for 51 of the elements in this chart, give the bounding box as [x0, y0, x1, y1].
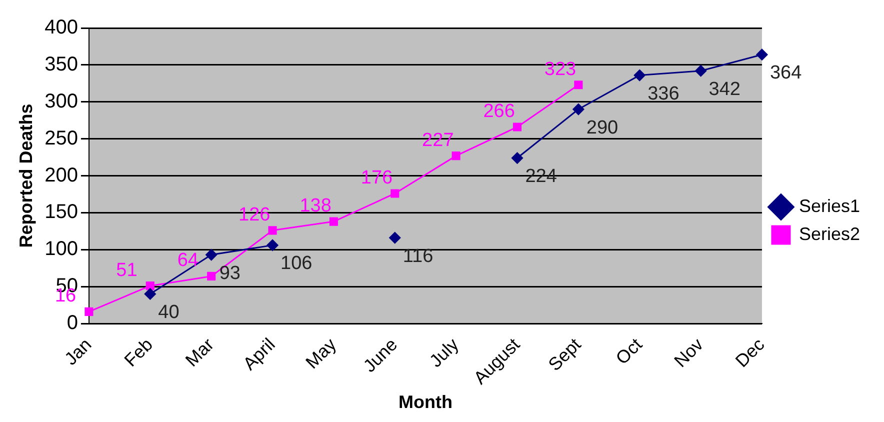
point: [207, 272, 216, 281]
point: [511, 152, 523, 164]
x-tick-label: July: [426, 334, 462, 372]
point: [268, 226, 277, 235]
data-label: 93: [219, 262, 240, 284]
x-tick-label: Nov: [670, 334, 708, 372]
y-tick-label: 100: [44, 238, 78, 260]
y-axis-title: Reported Deaths: [16, 104, 36, 248]
data-label: 64: [177, 250, 199, 272]
point: [512, 122, 522, 132]
data-label: 336: [648, 83, 680, 104]
x-tick-label: Feb: [120, 334, 156, 370]
x-axis-title: Month: [398, 392, 452, 412]
data-label: 116: [402, 246, 434, 267]
point: [266, 239, 278, 251]
data-label: 51: [116, 260, 138, 281]
point: [144, 288, 156, 300]
y-tick-label: 150: [44, 201, 78, 224]
data-label: 266: [483, 100, 515, 122]
y-tick-label: 300: [44, 90, 78, 112]
data-label: 40: [158, 302, 180, 323]
x-tick-label: Mar: [182, 334, 218, 370]
data-label: 290: [586, 117, 618, 138]
data-label: 323: [544, 58, 576, 80]
point: [390, 189, 400, 198]
point: [84, 307, 94, 316]
point: [634, 70, 646, 82]
legend-label: Series1: [798, 196, 860, 216]
data-label: 364: [770, 62, 802, 84]
point: [572, 104, 584, 116]
y-tick-label: 200: [44, 164, 78, 186]
point: [206, 249, 218, 261]
point: [695, 65, 707, 77]
x-tick-label: Oct: [612, 334, 646, 368]
y-tick-label: 0: [66, 312, 78, 334]
point: [574, 80, 583, 90]
data-label: 342: [708, 78, 740, 100]
y-tick-label: 250: [44, 127, 78, 150]
point: [329, 217, 338, 226]
point: [146, 282, 154, 290]
point: [756, 48, 768, 60]
point: [389, 232, 401, 244]
x-tick-label: Dec: [732, 334, 768, 372]
x-tick-label: May: [302, 334, 340, 373]
y-tick-label: 350: [44, 53, 78, 76]
point: [452, 152, 460, 160]
legend-label: Series2: [798, 224, 860, 244]
data-label: 138: [300, 196, 332, 217]
y-tick-label: 400: [44, 16, 78, 39]
x-tick-label: Jan: [60, 334, 96, 370]
data-label: 106: [280, 253, 312, 274]
